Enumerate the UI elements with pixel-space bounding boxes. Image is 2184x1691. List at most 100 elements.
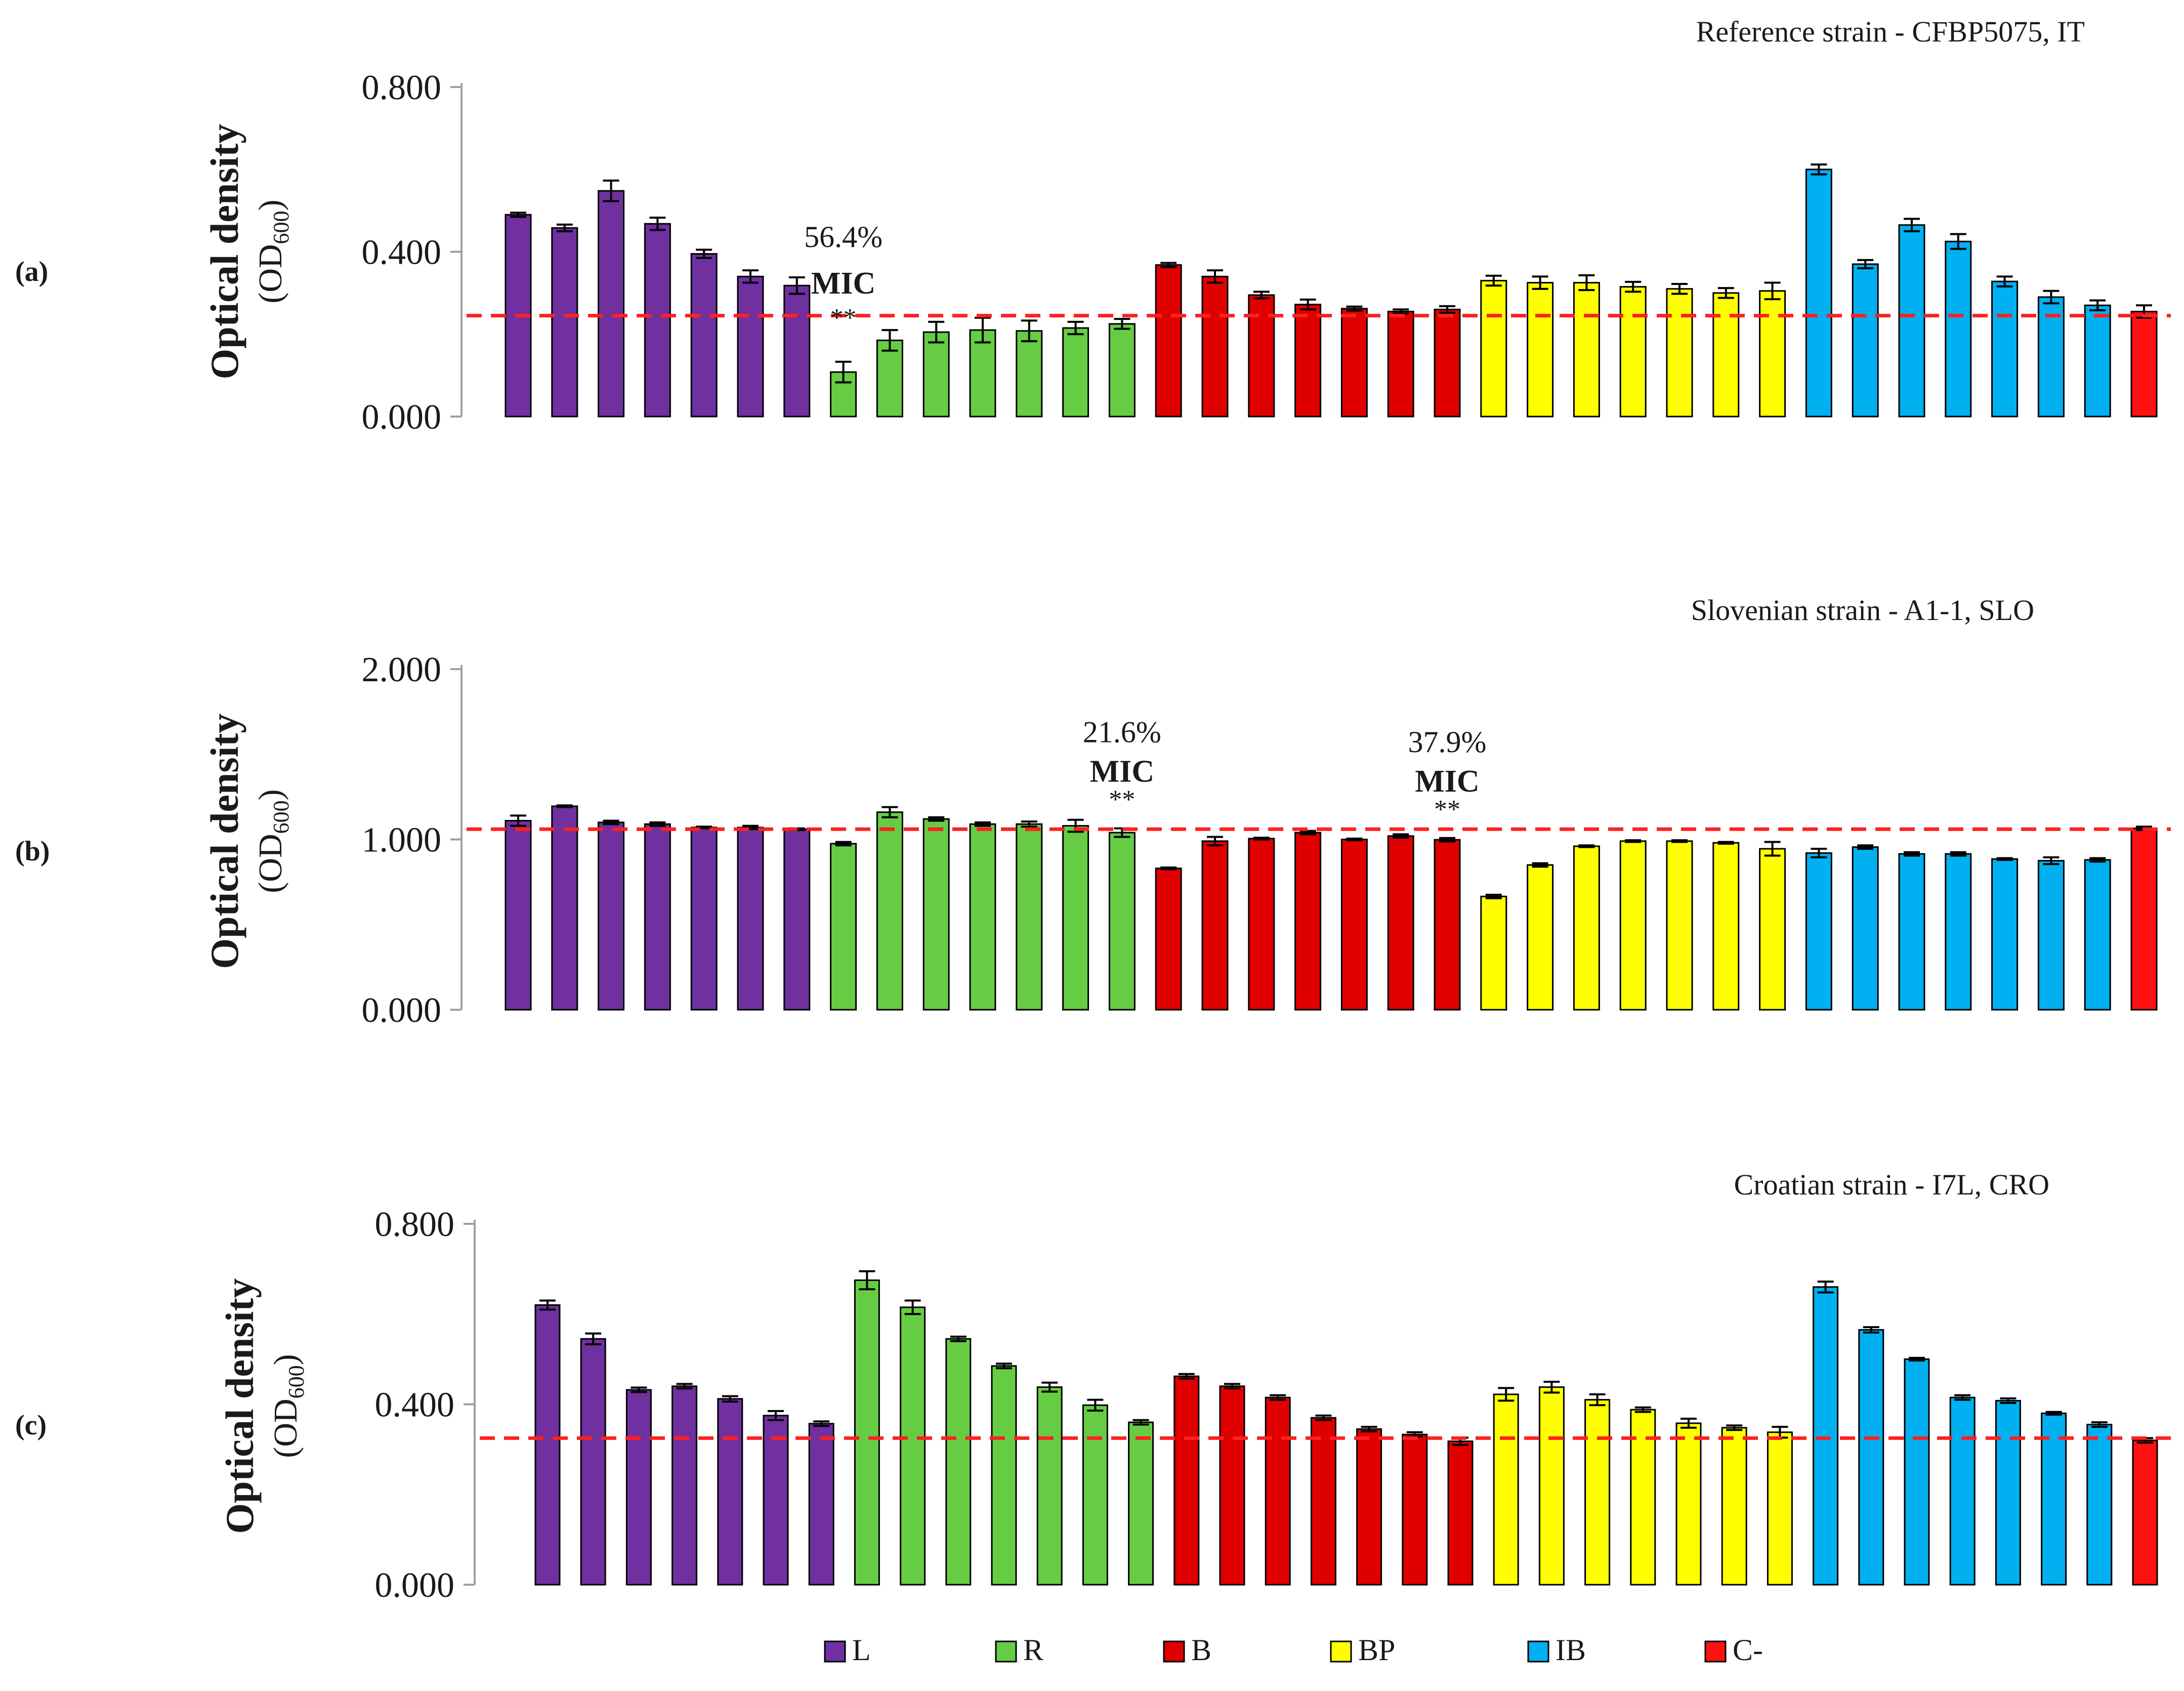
y-tick-label: 0.000 [375,1566,455,1605]
error-bar [881,329,898,352]
bar [1265,1396,1291,1586]
error-bar [1315,1414,1332,1421]
legend-item-bp: BP [1330,1633,1395,1667]
y-tick-label: 0.000 [362,991,442,1030]
bar [1759,848,1786,1011]
chart-panel-c: (c) Croatian strain - I7L, CRO 0.000 0.400 0… [15,1168,2171,1605]
bar [830,843,857,1011]
bar [1480,895,1507,1011]
chart-panel-b: (b) Slovenian strain - A1-1, SLO 0.000 1.00… [15,594,2171,1030]
bar [783,828,811,1011]
annotation-percent: 56.4% [804,220,883,254]
bar [808,1423,834,1586]
error-bar [556,804,573,808]
error-bar [1764,281,1781,301]
legend-label: B [1191,1633,1211,1667]
error-bar [835,841,852,847]
bar [1434,839,1461,1011]
bar [763,1415,789,1586]
bar [1356,1428,1382,1586]
error-bar [1361,1426,1377,1432]
error-bar [1346,305,1363,312]
error-bar [1863,1326,1879,1334]
error-bar [904,1299,921,1315]
bar [1759,290,1786,418]
error-bar [2091,1421,2108,1428]
bar [1036,1386,1063,1586]
error-bar [2043,856,2060,865]
error-bar [1625,839,1642,843]
error-bar [928,816,945,822]
bar [1619,840,1647,1011]
annotation-mic: MIC [1090,755,1154,789]
error-bar [1811,163,1827,176]
bar [1402,1433,1428,1586]
error-bar [2043,290,2060,305]
bar [1108,323,1136,418]
error-bar [1671,282,1688,295]
bar [1062,327,1089,418]
bar [2084,304,2111,418]
bar [690,253,718,418]
error-bar [603,179,619,202]
legend-item-c: C- [1704,1633,1763,1667]
y-tick-label: 0.400 [375,1386,455,1425]
y-axis-title: Optical density [202,714,246,969]
bar [900,1306,926,1586]
error-bar [631,1386,647,1393]
legend-label: R [1023,1633,1043,1667]
y-axis-title: Optical density [202,124,246,380]
bar [1813,1286,1839,1586]
annotation-mic: MIC [1415,764,1479,799]
bar [551,805,578,1011]
bar [1721,1427,1747,1586]
bar [598,190,625,418]
bar [580,1338,606,1586]
bar [1310,1417,1336,1586]
error-bar [1950,233,1966,250]
bar [1447,1440,1474,1586]
error-bar [788,276,805,295]
bar [2037,860,2065,1011]
y-axis-label: Optical density (OD600) [218,1278,309,1534]
legend-label: IB [1556,1633,1586,1667]
bar [969,329,996,418]
bar [1219,1385,1245,1586]
bar [2130,828,2158,1011]
error-bar [2089,299,2106,312]
error-bar [585,1332,602,1345]
y-axis-unit: (OD600) [252,199,293,303]
error-bar [510,212,526,218]
error-bar [1811,848,1827,858]
error-bar [1671,839,1688,843]
error-bar [539,1299,556,1311]
bar [505,819,532,1011]
bar [1805,852,1832,1011]
error-bar [881,806,898,818]
legend-swatch [995,1640,1017,1663]
bar [876,811,903,1011]
error-bar [975,821,991,827]
bar [1995,1399,2021,1586]
bar [2086,1424,2113,1586]
error-bar [1439,305,1455,314]
legend-swatch [1704,1640,1727,1663]
error-bar [1857,259,1874,270]
bar [1128,1421,1154,1586]
bar [1805,169,1832,418]
bar [1945,853,1972,1011]
bar [1294,304,1322,418]
y-axis-unit: (OD600) [267,1354,309,1458]
bar [1062,825,1089,1011]
error-bar [1132,1419,1149,1426]
legend-label: BP [1358,1633,1395,1667]
error-bar [1717,287,1734,299]
annotation-percent: 21.6% [1083,716,1161,749]
bar [1155,264,1182,418]
error-bar [1253,837,1270,841]
error-bar [2089,857,2106,863]
legend-swatch [1163,1640,1185,1663]
error-bar [1764,841,1781,857]
error-bar [1346,837,1363,842]
